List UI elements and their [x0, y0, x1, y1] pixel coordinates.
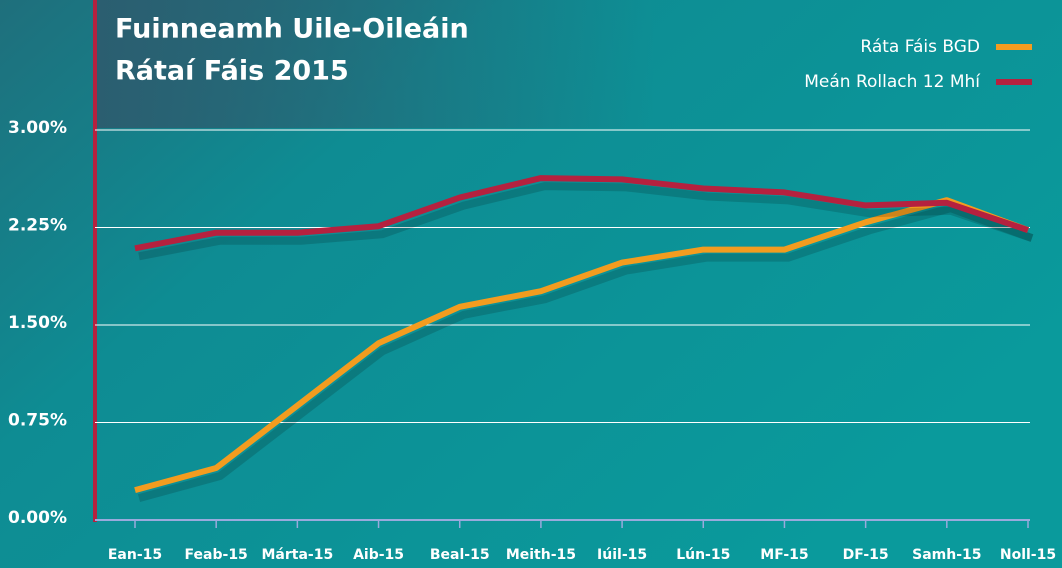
x-tick-label: Meith-15 [506, 547, 576, 563]
y-tick-label: 0.75% [8, 411, 67, 431]
legend-label: Ráta Fáis BGD [860, 37, 980, 57]
title-box [95, 0, 655, 128]
x-tick-label: Márta-15 [262, 547, 334, 563]
line-shadow [137, 204, 1034, 502]
x-tick-label: Aib-15 [353, 547, 404, 563]
x-tick-label: Iúil-15 [597, 547, 647, 563]
x-tick-label: Ean-15 [108, 547, 162, 563]
x-tick-label: DF-15 [843, 547, 889, 563]
x-tick-label: Noll-15 [1000, 547, 1056, 563]
chart-title: Rátaí Fáis 2015 [115, 56, 349, 87]
chart-title: Fuinneamh Uile-Oileáin [115, 14, 469, 45]
y-tick-label: 2.25% [8, 216, 67, 236]
x-tick-label: Lún-15 [676, 547, 730, 563]
x-tick-label: Beal-15 [430, 547, 490, 563]
y-tick-label: 0.00% [8, 508, 67, 528]
legend-label: Meán Rollach 12 Mhí [804, 72, 981, 92]
line-shadow [138, 182, 1034, 261]
x-tick-label: Feab-15 [185, 547, 248, 563]
x-tick-label: Samh-15 [912, 547, 981, 563]
x-tick-label: MF-15 [760, 547, 808, 563]
y-tick-label: 3.00% [8, 118, 67, 138]
series-line [134, 175, 1029, 252]
y-tick-label: 1.50% [8, 313, 67, 333]
series-line [134, 197, 1030, 493]
